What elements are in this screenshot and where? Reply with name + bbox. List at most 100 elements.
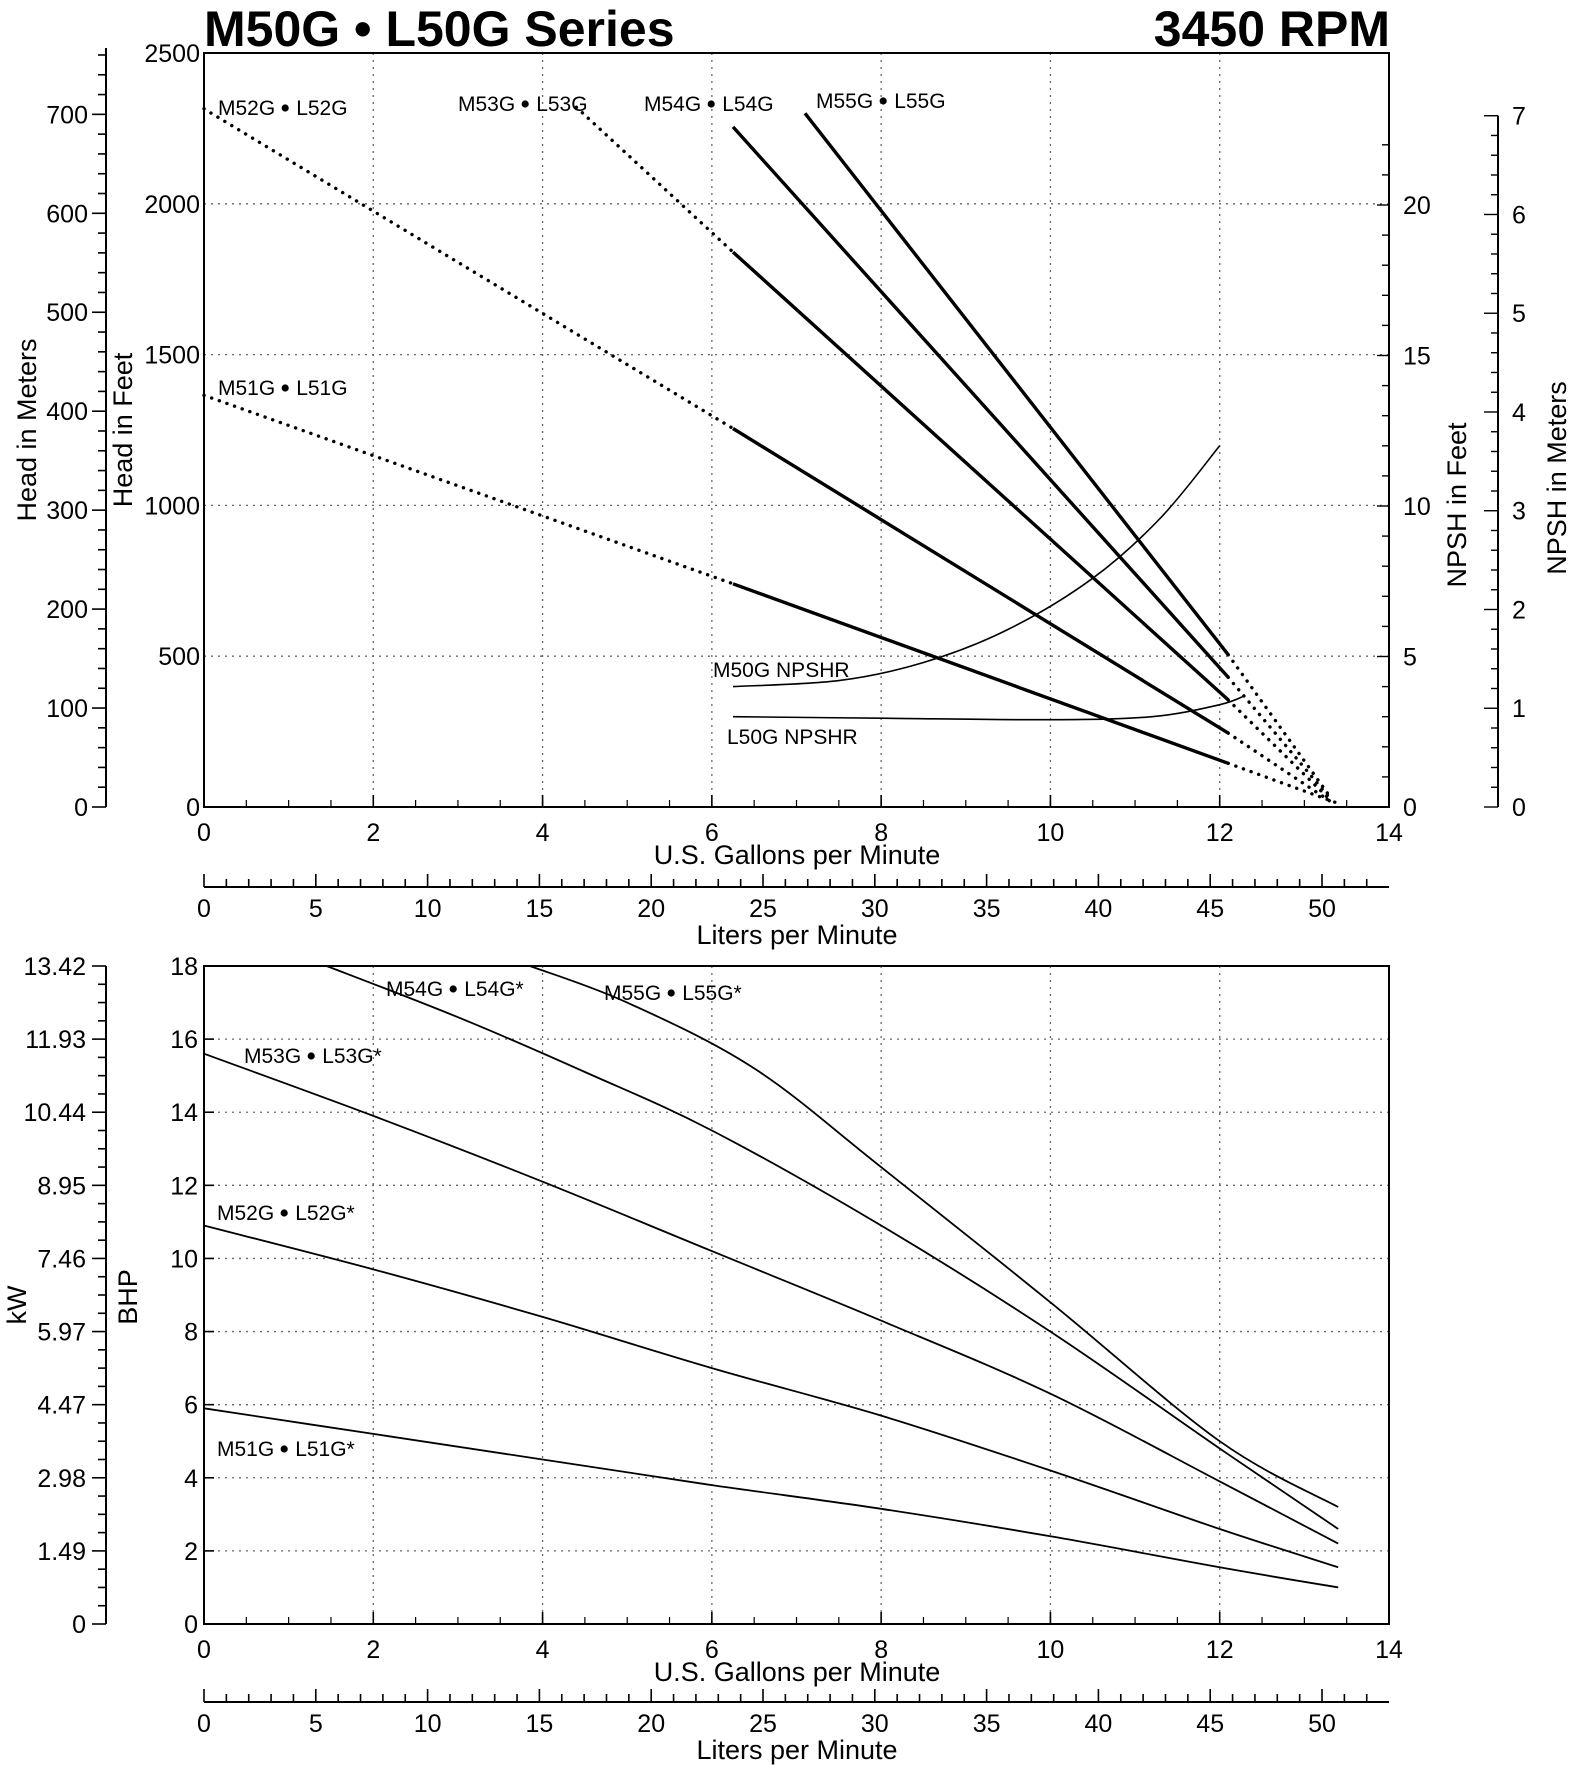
head-curve-2-label: M52G [218,97,275,120]
y-tick-label: 12 [170,1172,198,1200]
bhp-curve-4 [326,965,1339,1530]
bhp-curve-3 [203,1052,1339,1545]
head-curve-5-operating [803,112,1230,656]
lpm-tick-label: 15 [525,1710,553,1738]
head-curve-4-label-model: L54G [722,93,773,116]
meter-tick-label: 100 [46,695,88,723]
lpm-tick-label: 40 [1085,1710,1113,1738]
plot-frame [203,965,1390,1625]
npsh-m-tick-label: 7 [1512,103,1526,131]
plot-frame [203,52,1390,808]
x-tick-label: 2 [366,819,380,847]
head-curve-4-label: M54G [644,93,701,116]
y-tick-label: 0 [184,1611,198,1639]
bhp-curve-2 [203,1224,1339,1569]
lpm-tick-label: 5 [309,895,323,923]
bhp-curve-1-label: M51G [217,1438,274,1461]
npsh-m-tick-label: 5 [1512,300,1526,328]
head-curve-4-label-bullet [707,100,715,108]
x-tick-label: 14 [1375,1636,1403,1664]
meter-tick-label: 500 [46,299,88,327]
lpm-tick-label: 40 [1085,895,1113,923]
npsh-m-tick-label: 3 [1512,498,1526,526]
npsh-ft-tick-label: 15 [1403,343,1431,371]
npsh-ft-tick-label: 0 [1403,794,1417,822]
meter-tick-label: 0 [74,794,88,822]
head-curve-5-label-model: L55G [894,90,945,113]
lpm-tick-label: 35 [973,1710,1001,1738]
y-tick-label: 1000 [144,492,200,520]
kw-tick-label: 8.95 [37,1172,86,1200]
y-tick-label: 10 [170,1245,198,1273]
x-tick-label: 6 [705,819,719,847]
x-tick-label: 12 [1206,819,1234,847]
npshr-curve-2 [732,694,1246,721]
head-curve-3-runout [1226,698,1332,802]
head-curve-5 [803,112,1332,799]
lpm-axis-title: Liters per Minute [696,920,897,950]
x-tick-label: 4 [536,1636,550,1664]
lpm-tick-label: 0 [197,1710,211,1738]
y-tick-label: 2000 [144,191,200,219]
lpm-tick-label: 35 [973,895,1001,923]
lpm-tick-label: 15 [525,895,553,923]
x-tick-label: 0 [197,819,211,847]
head-curve-5-label: M55G [816,90,873,113]
head-curve-4 [731,125,1332,800]
head-capacity-chart: 0 2 4 6 8 10 12 1405001000150020002500010020030… [12,40,1572,950]
feet-axis-title: Head in Feet [108,352,138,507]
x-tick-label: 4 [536,819,550,847]
npsh-m-tick-label: 6 [1512,201,1526,229]
npsh-m-tick-label: 0 [1512,794,1526,822]
y-tick-label: 6 [184,1392,198,1420]
y-tick-label: 2500 [144,40,200,68]
head-curve-2 [202,107,1332,803]
x-tick-label: 10 [1037,819,1065,847]
head-curve-1-label: M51G [218,377,275,400]
bhp-curve-2-label-bullet [280,1209,288,1217]
x-tick-label: 14 [1375,819,1403,847]
npshr-curve-1 [732,445,1221,688]
y-tick-label: 0 [186,794,200,822]
head-curve-3-operating [731,250,1230,702]
kw-tick-label: 5.97 [37,1319,86,1347]
lpm-tick-label: 50 [1308,1710,1336,1738]
head-curve-1 [202,393,1340,806]
bhp-curve-2-label: M52G [217,1202,274,1225]
npsh-ft-tick-label: 10 [1403,493,1431,521]
bhp-axis-title: BHP [113,1269,143,1325]
head-curve-1-runout [1226,761,1340,806]
gpm-axis-title: U.S. Gallons per Minute [654,1657,941,1687]
lpm-tick-label: 0 [197,895,211,923]
meter-tick-label: 300 [46,497,88,525]
bhp-curve-4-label: M54G [386,978,443,1001]
lpm-tick-label: 5 [309,1710,323,1738]
kw-tick-label: 13.42 [23,953,86,981]
y-tick-label: 14 [170,1099,198,1127]
kw-tick-label: 7.46 [37,1245,86,1273]
kw-tick-label: 4.47 [37,1392,86,1420]
x-tick-label: 8 [874,819,888,847]
kw-tick-label: 11.93 [25,1026,86,1054]
bhp-curve-3-label-model: L53G* [322,1045,382,1068]
kw-tick-label: 1.49 [37,1538,86,1566]
npsh-ft-tick-label: 5 [1403,644,1417,672]
npsh-m-tick-label: 4 [1512,399,1526,427]
bhp-curve-1 [203,1407,1339,1589]
head-curve-1-label-model: L51G [296,377,347,400]
head-curve-3-extended [574,105,735,254]
head-curve-3-label-model: L53G [536,93,587,116]
head-curve-5-runout [1226,653,1332,799]
kw-tick-label: 0 [72,1611,86,1639]
meter-tick-label: 700 [46,101,88,129]
y-tick-label: 16 [170,1026,198,1054]
head-curve-1-label-bullet [281,384,289,392]
head-curve-2-operating [732,427,1230,735]
bhp-curve-5-label-model: L55G* [682,982,742,1005]
lpm-tick-label: 25 [749,1710,777,1738]
lpm-axis-title: Liters per Minute [696,1735,897,1765]
rpm-label: 3450 RPM [1153,1,1390,57]
meter-tick-label: 600 [46,200,88,228]
bhp-curve-5-label-bullet [667,989,675,997]
